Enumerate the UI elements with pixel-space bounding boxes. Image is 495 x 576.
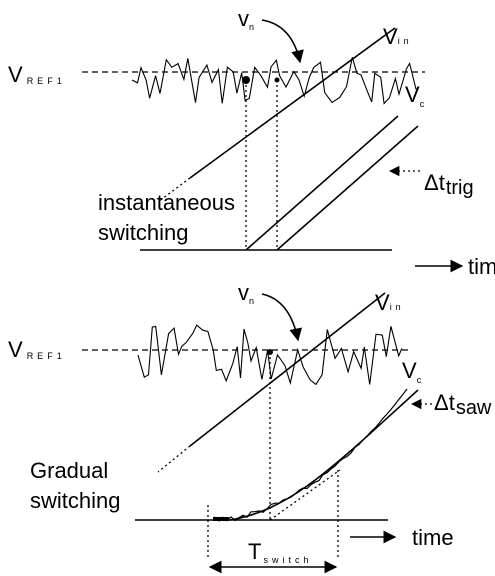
panel-gradual: V REF1 vn Vin Vc Δtsaw Gradual switching … [8, 280, 492, 574]
ideal-ramp [269, 469, 341, 521]
mode-label: Gradual [30, 458, 108, 483]
mode-label: switching [98, 220, 188, 245]
ref-label: V REF1 [8, 337, 66, 362]
mode-label: instantaneous [98, 190, 235, 215]
output-line [276, 125, 419, 251]
ramp-start [213, 517, 229, 521]
axis-label: time [412, 525, 454, 550]
noise-arrow [261, 19, 304, 64]
delay-label: Δtsaw [434, 390, 492, 419]
input-label: Vin [375, 290, 405, 315]
output-curve [214, 388, 408, 522]
output-label: Vc [402, 358, 425, 385]
panel-instantaneous: V REF1 vn Vin Vc Δttrig instantaneous swi… [8, 6, 495, 279]
noise [131, 57, 417, 105]
input-label: Vin [383, 24, 413, 49]
input-line-ext [157, 177, 191, 203]
axis-label: time [468, 254, 495, 279]
input-line [189, 292, 386, 447]
noise [137, 324, 403, 386]
output-label: Vc [405, 82, 428, 109]
mode-label: switching [30, 488, 120, 513]
output-line [245, 115, 399, 251]
delay-label: Δttrig [424, 170, 474, 199]
noise-label: vn [238, 280, 258, 306]
input-line [189, 27, 396, 179]
ref-label: V REF1 [8, 62, 66, 87]
output-curve [229, 389, 419, 521]
noise-label: vn [238, 6, 258, 32]
noise-arrow [261, 293, 303, 342]
input-line-ext [157, 445, 191, 473]
